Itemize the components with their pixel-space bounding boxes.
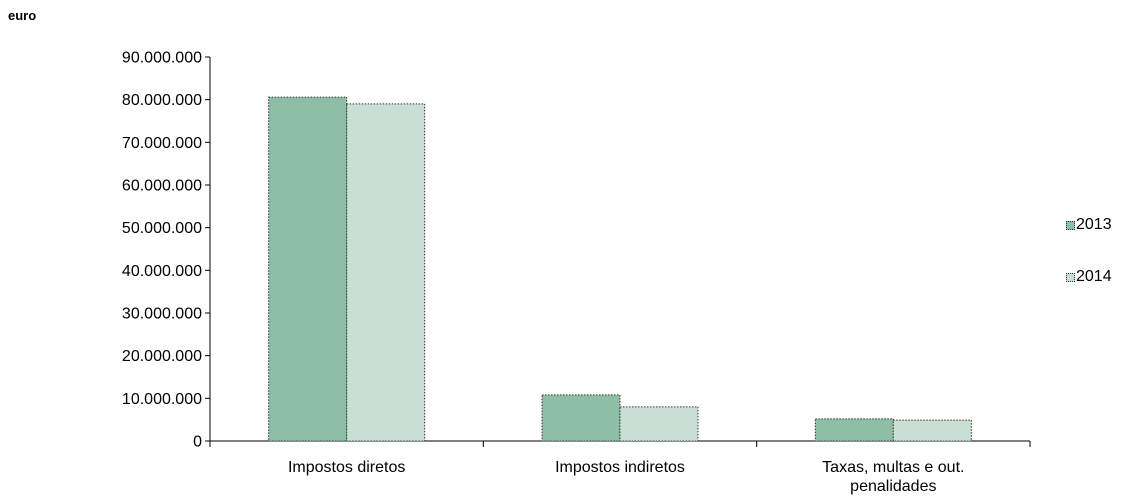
- y-tick-label: 30.000.000: [122, 306, 202, 323]
- bar-2013-2: [541, 394, 621, 442]
- bar-2014-3: [892, 419, 972, 442]
- y-axis: 0 10.000.000 20.000.000 30.000.000 40.000.00…: [122, 50, 211, 451]
- y-tick-label: 0: [193, 434, 202, 451]
- bar-2013-1: [268, 96, 348, 442]
- x-tick-label: Impostos diretos: [288, 459, 405, 476]
- x-tick-label: Taxas, multas e out. penalidades: [822, 459, 964, 495]
- x-tick-label: Impostos indiretos: [555, 459, 685, 476]
- y-unit-label: euro: [8, 8, 37, 23]
- y-tick-label: 40.000.000: [122, 263, 202, 280]
- bars: [268, 96, 972, 442]
- legend-swatch: [1066, 272, 1075, 282]
- legend: 2013 2014: [1066, 216, 1112, 320]
- y-tick-label: 10.000.000: [122, 391, 202, 408]
- bar-2014-2: [619, 406, 699, 442]
- legend-item-2014: 2014: [1066, 268, 1112, 286]
- legend-item-2013: 2013: [1066, 216, 1112, 234]
- y-tick-label: 50.000.000: [122, 220, 202, 237]
- bar-2014-1: [346, 103, 426, 442]
- legend-label: 2013: [1076, 216, 1112, 233]
- bar-2013-3: [814, 418, 894, 442]
- x-axis: Impostos diretos Impostos indiretos Taxas,…: [209, 440, 1031, 495]
- legend-swatch: [1066, 220, 1075, 230]
- y-tick-label: 20.000.000: [122, 348, 202, 365]
- y-tick-label: 80.000.000: [122, 92, 202, 109]
- y-tick-label: 70.000.000: [122, 135, 202, 152]
- y-tick-label: 60.000.000: [122, 178, 202, 195]
- y-tick-label: 90.000.000: [122, 50, 202, 67]
- legend-label: 2014: [1076, 268, 1112, 285]
